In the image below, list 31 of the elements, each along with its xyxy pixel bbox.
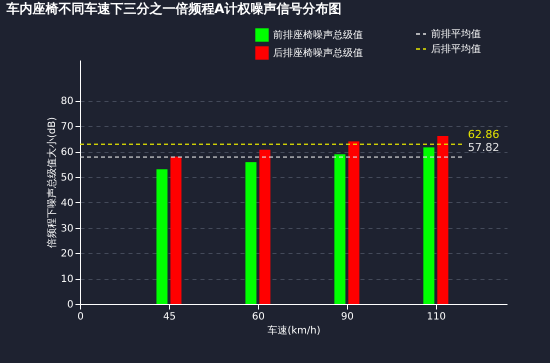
bar: [156, 169, 168, 304]
bar: [348, 141, 360, 304]
y-tick-label: 50: [60, 172, 74, 184]
y-axis-title: 倍频程下噪声总级值大小(dB): [46, 116, 58, 248]
y-tick-label: 80: [60, 96, 74, 108]
bar: [334, 154, 346, 304]
x-tick-label: 45: [163, 312, 176, 322]
x-tick-label: 110: [426, 312, 446, 322]
legend-label: 后排平均值: [431, 43, 481, 55]
legend-label: 前排座椅噪声总级值: [273, 29, 363, 41]
y-tick-label: 0: [67, 300, 74, 310]
x-axis-title: 车速(km/h): [267, 324, 321, 336]
annotation: 57.82: [468, 141, 500, 154]
x-tick-label: 60: [252, 312, 265, 322]
bar: [259, 150, 270, 304]
bar: [423, 147, 434, 304]
y-tick-label: 70: [60, 122, 74, 133]
y-tick-label: 20: [60, 248, 74, 260]
legend-label: 后排座椅噪声总级值: [273, 47, 363, 59]
bar: [437, 136, 448, 304]
y-tick-label: 10: [60, 274, 74, 286]
y-tick-label: 30: [60, 223, 74, 234]
annotation: 62.86: [468, 128, 500, 142]
legend-label: 前排平均值: [431, 28, 481, 40]
x-tick-label: 90: [341, 312, 354, 322]
bar: [170, 156, 182, 304]
chart-title: 车内座椅不同车速下三分之一倍频程A计权噪声信号分布图: [5, 1, 342, 17]
y-tick-label: 60: [60, 147, 74, 158]
x-tick-label: 0: [77, 312, 84, 322]
bar: [245, 162, 256, 304]
y-tick-label: 40: [60, 198, 74, 209]
